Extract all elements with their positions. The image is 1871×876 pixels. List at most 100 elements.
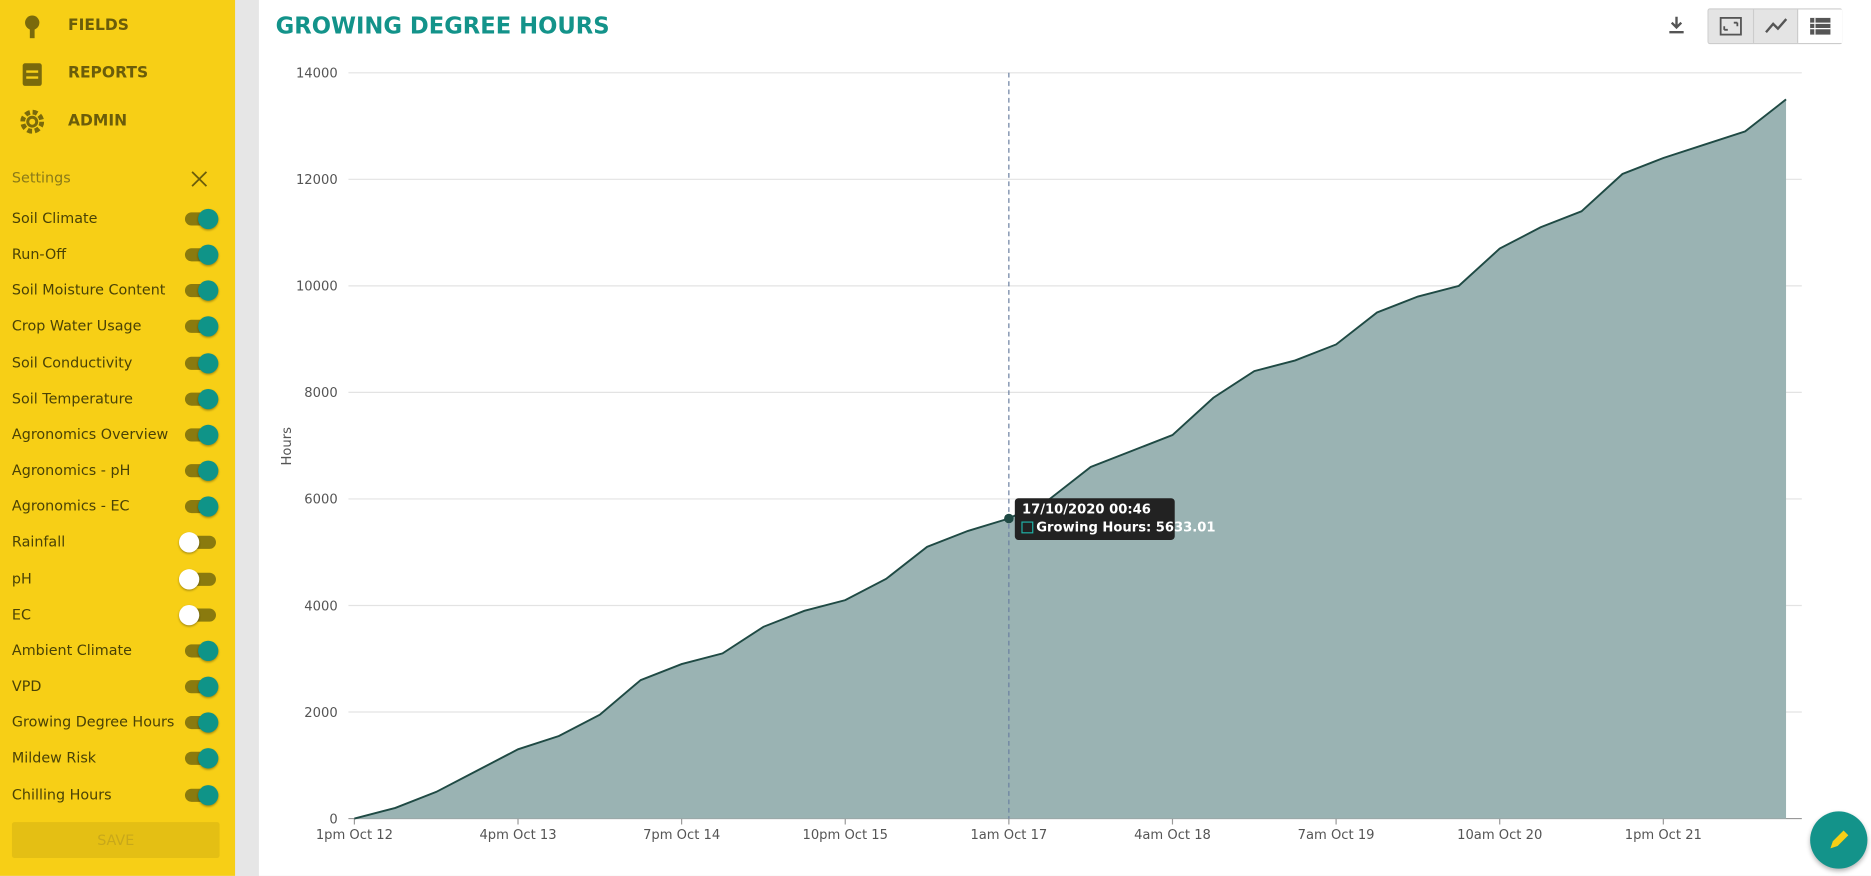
setting-label: pH: [11, 569, 32, 587]
chart-card: GROWING DEGREE HOURS Hours 0 2000 4000 6000…: [258, 0, 1871, 876]
x-tick-label: 1pm Oct 21: [1625, 828, 1702, 843]
toggle-knob[interactable]: [198, 352, 219, 374]
setting-row: Chilling Hours: [0, 777, 235, 813]
y-tick-label: 14000: [296, 67, 338, 82]
chart-title: GROWING DEGREE HOURS: [275, 13, 610, 40]
close-button[interactable]: [191, 171, 208, 188]
toggle-knob[interactable]: [198, 316, 219, 338]
setting-label: Soil Conductivity: [11, 353, 133, 371]
toggle-knob[interactable]: [198, 676, 219, 697]
setting-label: Rainfall: [11, 533, 66, 551]
toggle-knob[interactable]: [198, 640, 219, 661]
setting-row: Ambient Climate: [0, 633, 235, 669]
setting-label: EC: [11, 605, 31, 623]
sidebar: FIELDS REPORTS ADMIN Settings Soil Clima…: [0, 0, 236, 876]
toggle-knob[interactable]: [198, 784, 219, 805]
setting-label: Agronomics - EC: [11, 497, 130, 515]
x-tick-label: 10am Oct 20: [1457, 828, 1542, 843]
download-button[interactable]: [1667, 14, 1686, 35]
toggle-knob[interactable]: [198, 208, 219, 230]
icon: [1765, 18, 1788, 33]
tooltip-title: 17/10/2020 00:46: [1022, 503, 1151, 518]
nav-admin[interactable]: ADMIN: [0, 98, 235, 146]
tooltip-text: Growing Hours: 5633.01: [1036, 521, 1215, 536]
y-tick-label: 8000: [304, 386, 337, 401]
tooltip-swatch: [1021, 521, 1034, 534]
toggle-knob[interactable]: [198, 712, 219, 733]
setting-row: Soil Moisture Content: [0, 274, 235, 310]
y-tick-label: 10000: [296, 280, 338, 295]
setting-row: Growing Degree Hours: [0, 705, 235, 741]
x-tick-label: 10pm Oct 15: [803, 828, 888, 843]
view-table[interactable]: [1797, 9, 1843, 43]
setting-row: pH: [0, 562, 235, 598]
setting-label: Soil Moisture Content: [11, 281, 166, 299]
toggle-knob[interactable]: [198, 424, 219, 446]
nav-fields[interactable]: FIELDS: [0, 2, 235, 50]
toggle-knob[interactable]: [178, 604, 200, 625]
y-tick-label: 4000: [304, 599, 337, 614]
y-axis-label: Hours: [280, 427, 295, 466]
icon: [1810, 17, 1831, 35]
setting-row: Agronomics - pH: [0, 454, 235, 490]
setting-row: Soil Climate: [0, 202, 235, 238]
setting-label: Crop Water Usage: [11, 317, 142, 335]
setting-label: Growing Degree Hours: [11, 713, 175, 731]
toggle-knob[interactable]: [198, 280, 219, 302]
x-tick-label: 7pm Oct 14: [643, 828, 720, 843]
setting-label: VPD: [11, 677, 42, 695]
edit-button[interactable]: [1810, 811, 1868, 869]
icon: [1830, 830, 1849, 849]
setting-row: Agronomics Overview: [0, 418, 235, 454]
y-tick-label: 6000: [304, 493, 337, 508]
setting-label: Agronomics Overview: [11, 425, 169, 443]
toggle-knob[interactable]: [198, 748, 219, 769]
toggle-knob[interactable]: [178, 568, 200, 589]
setting-label: Chilling Hours: [11, 785, 112, 803]
nav-label: REPORTS: [68, 64, 149, 83]
area: [354, 99, 1787, 819]
setting-label: Agronomics - pH: [11, 461, 131, 479]
setting-row: Crop Water Usage: [0, 310, 235, 346]
setting-row: Mildew Risk: [0, 741, 235, 777]
icon: [25, 15, 40, 39]
nav-reports[interactable]: REPORTS: [0, 50, 235, 98]
view-expand[interactable]: [1708, 9, 1753, 43]
x-tick-label: 4am Oct 18: [1134, 828, 1211, 843]
toggle-knob[interactable]: [198, 244, 219, 266]
icon: [20, 109, 45, 134]
x-tick-label: 4pm Oct 13: [479, 828, 556, 843]
setting-label: Ambient Climate: [11, 641, 132, 659]
view-toggle: [1707, 8, 1843, 45]
setting-row: Rainfall: [0, 526, 235, 562]
y-tick-label: 2000: [304, 706, 337, 721]
x-tick-label: 7am Oct 19: [1298, 828, 1375, 843]
chart: Hours 0 2000 4000 6000 8000 10000 12000 14000 1p…: [280, 67, 1802, 843]
toggle-knob[interactable]: [198, 496, 219, 517]
settings-title: Settings: [11, 169, 71, 187]
setting-row: Soil Conductivity: [0, 346, 235, 382]
icon: [22, 63, 42, 86]
setting-label: Soil Climate: [11, 210, 98, 227]
y-tick-label: 12000: [296, 173, 338, 188]
setting-row: Run-Off: [0, 238, 235, 274]
hover-point: [1004, 513, 1014, 524]
x-tick-label: 1am Oct 17: [970, 828, 1047, 843]
tooltip-box: [1014, 498, 1175, 540]
setting-row: EC: [0, 598, 235, 634]
icon: [1719, 17, 1742, 36]
save-button[interactable]: SAVE: [11, 822, 220, 858]
toggle-knob[interactable]: [198, 388, 219, 410]
view-line[interactable]: [1752, 9, 1799, 43]
setting-label: Soil Temperature: [11, 389, 134, 407]
toggle-knob[interactable]: [178, 532, 200, 553]
setting-label: Run-Off: [11, 245, 67, 263]
y-tick-label: 0: [329, 812, 337, 827]
nav-label: FIELDS: [68, 16, 129, 35]
line: [354, 98, 1787, 820]
setting-label: Mildew Risk: [11, 749, 97, 767]
toggle-knob[interactable]: [198, 460, 219, 482]
setting-row: Soil Temperature: [0, 382, 235, 418]
